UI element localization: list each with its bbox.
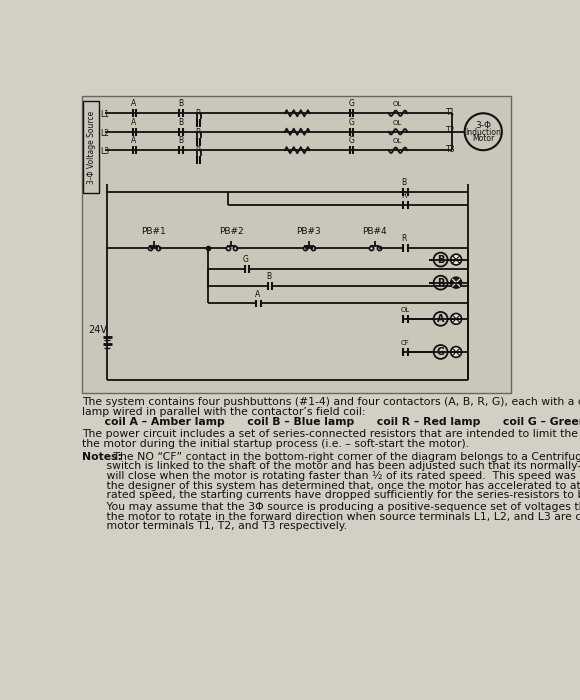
Text: lamp wired in parallel with the contactor’s field coil:: lamp wired in parallel with the contacto… <box>82 407 365 417</box>
Text: PB#3: PB#3 <box>296 227 321 236</box>
Text: Notes:: Notes: <box>82 452 122 462</box>
Circle shape <box>451 314 462 324</box>
Text: T3: T3 <box>446 145 455 154</box>
Text: Motor: Motor <box>472 134 494 144</box>
Text: L1: L1 <box>100 111 110 119</box>
Text: the motor during the initial startup process (i.e. – soft-start the motor).: the motor during the initial startup pro… <box>82 439 469 449</box>
Text: motor terminals T1, T2, and T3 respectively.: motor terminals T1, T2, and T3 respectiv… <box>82 522 347 531</box>
Text: B: B <box>266 272 271 281</box>
Text: L2: L2 <box>100 129 110 138</box>
Text: G: G <box>243 255 249 264</box>
Text: coil A – Amber lamp      coil B – Blue lamp      coil R – Red lamp      coil G –: coil A – Amber lamp coil B – Blue lamp c… <box>82 416 580 426</box>
Text: B: B <box>401 178 406 187</box>
Text: OL: OL <box>393 120 402 126</box>
Text: R: R <box>195 128 201 136</box>
Text: B: B <box>178 136 183 146</box>
Text: A: A <box>132 118 137 127</box>
Text: PB#4: PB#4 <box>362 227 387 236</box>
Text: will close when the motor is rotating faster than ½ of its rated speed.  This sp: will close when the motor is rotating fa… <box>82 471 580 481</box>
Text: G: G <box>349 99 354 108</box>
Text: OL: OL <box>393 139 402 144</box>
Text: 3-Φ Voltage Source: 3-Φ Voltage Source <box>86 111 96 184</box>
Text: B: B <box>437 255 444 265</box>
Text: A: A <box>132 136 137 146</box>
Text: A: A <box>255 290 260 298</box>
Text: B: B <box>178 118 183 127</box>
Circle shape <box>451 277 462 288</box>
Text: 24V: 24V <box>88 326 107 335</box>
Text: OL: OL <box>393 102 402 107</box>
Circle shape <box>451 346 462 357</box>
Text: R: R <box>401 234 407 243</box>
Text: L3: L3 <box>100 147 110 156</box>
Text: A: A <box>132 99 137 108</box>
Text: G: G <box>349 136 354 146</box>
Text: rated speed, the starting currents have dropped sufficiently for the series-resi: rated speed, the starting currents have … <box>82 490 580 500</box>
Text: B: B <box>178 99 183 108</box>
Text: OL: OL <box>401 307 411 313</box>
Text: T1: T1 <box>446 108 455 117</box>
Text: PB#2: PB#2 <box>219 227 244 236</box>
Text: R: R <box>401 191 407 200</box>
Text: the motor to rotate in the forward direction when source terminals L1, L2, and L: the motor to rotate in the forward direc… <box>82 512 580 522</box>
Text: CF: CF <box>401 340 410 346</box>
Text: the designer of this system has determined that, once the motor has accelerated : the designer of this system has determin… <box>82 480 580 491</box>
Text: R: R <box>195 109 201 118</box>
Text: The power circuit includes a set of series-connected resistors that are intended: The power circuit includes a set of seri… <box>82 429 580 440</box>
Text: R: R <box>437 278 444 288</box>
Text: 3-Φ: 3-Φ <box>475 121 491 130</box>
Bar <box>84 101 99 193</box>
Text: R: R <box>195 146 201 155</box>
Text: T2: T2 <box>446 126 455 135</box>
Text: PB#1: PB#1 <box>142 227 166 236</box>
Text: You may assume that the 3Φ source is producing a positive-sequence set of voltag: You may assume that the 3Φ source is pro… <box>82 502 580 512</box>
Circle shape <box>451 254 462 265</box>
Text: Induction: Induction <box>465 128 501 137</box>
Bar <box>82 97 511 393</box>
Text: The system contains four pushbuttons (#1-4) and four contactors (A, B, R, G), ea: The system contains four pushbuttons (#1… <box>82 398 580 407</box>
Text: The NO “CF” contact in the bottom-right corner of the diagram belongs to a Centr: The NO “CF” contact in the bottom-right … <box>110 452 580 462</box>
Text: A: A <box>437 314 444 324</box>
Text: switch is linked to the shaft of the motor and has been adjusted such that its n: switch is linked to the shaft of the mot… <box>82 461 580 471</box>
Text: G: G <box>437 347 445 357</box>
Text: G: G <box>349 118 354 127</box>
